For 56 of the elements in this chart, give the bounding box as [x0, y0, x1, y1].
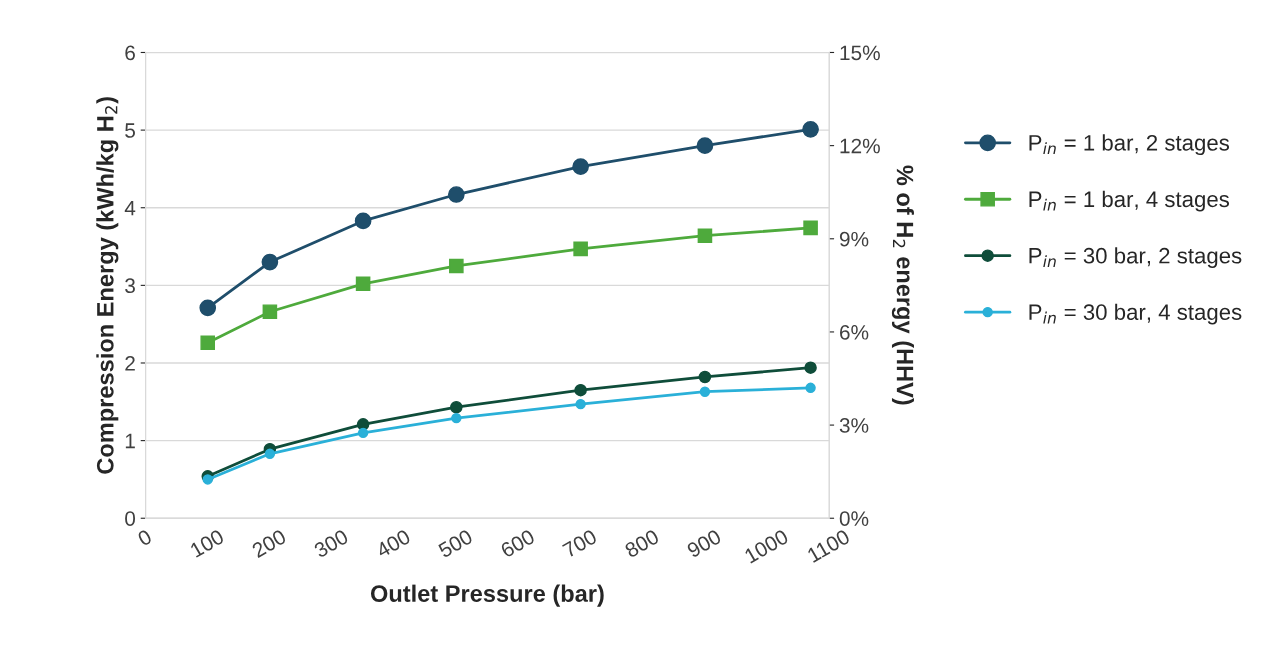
point — [575, 398, 586, 410]
y-axis-title: Compression Energy (kWh/kg H$_{2}$) — [96, 97, 119, 474]
x-axis-title: Outlet Pressure (bar) — [370, 584, 604, 607]
y2-axis-title: % of H$_{2}$ energy (HHV) — [891, 165, 914, 405]
point — [804, 361, 817, 374]
point — [697, 228, 713, 243]
point — [261, 253, 279, 271]
x-tick-label: 1000 — [743, 528, 790, 564]
legend-label: P$_{in}$ = 30 bar, 2 stages — [1029, 247, 1242, 268]
point — [698, 370, 712, 384]
x-tick-label: 700 — [561, 528, 598, 559]
x-tick-label: 100 — [189, 528, 225, 558]
x-tick-label: 400 — [374, 528, 412, 559]
point — [802, 120, 819, 138]
point — [262, 304, 278, 320]
y2-tick-label: 9% — [839, 231, 869, 247]
point — [357, 427, 369, 439]
point — [199, 299, 217, 317]
point — [573, 241, 588, 257]
y2-tick-label: 12% — [840, 138, 880, 154]
y2-tick-label: 15% — [840, 45, 880, 61]
point — [699, 386, 711, 397]
point — [803, 220, 818, 236]
x-tick-label: 1100 — [806, 528, 851, 563]
y-tick-label: 1 — [125, 433, 135, 449]
y-tick-label: 4 — [124, 200, 136, 216]
point — [451, 412, 462, 424]
point — [574, 383, 587, 397]
point — [354, 212, 372, 230]
point — [696, 137, 714, 154]
legend-label: P$_{in}$ = 30 bar, 4 stages — [1029, 303, 1242, 325]
legend-label: P$_{in}$ = 1 bar, 4 stages — [1029, 190, 1230, 212]
point — [449, 258, 464, 274]
y-tick-label: 3 — [125, 278, 135, 294]
y-tick-label: 5 — [125, 123, 135, 138]
y-tick-label: 2 — [125, 355, 135, 371]
y-tick-label: 6 — [125, 45, 135, 61]
x-tick-label: 900 — [686, 528, 723, 559]
y-tick-label: 0 — [125, 511, 136, 526]
x-tick-label: 800 — [623, 528, 660, 559]
point — [202, 474, 213, 485]
x-tick-label: 300 — [313, 528, 350, 559]
point — [805, 382, 816, 394]
y2-tick-label: 6% — [840, 324, 869, 340]
point — [572, 158, 589, 175]
x-tick-label: 200 — [251, 528, 288, 559]
point — [450, 400, 463, 414]
y2-tick-label: 3% — [839, 418, 869, 433]
point — [355, 276, 371, 292]
x-tick-label: 500 — [437, 528, 474, 559]
point — [264, 448, 276, 460]
point — [448, 186, 465, 203]
legend-label: P$_{in}$ = 1 bar, 2 stages — [1029, 134, 1230, 156]
point — [200, 335, 216, 351]
y2-tick-label: 0% — [839, 511, 869, 526]
x-tick-label: 600 — [499, 528, 536, 559]
